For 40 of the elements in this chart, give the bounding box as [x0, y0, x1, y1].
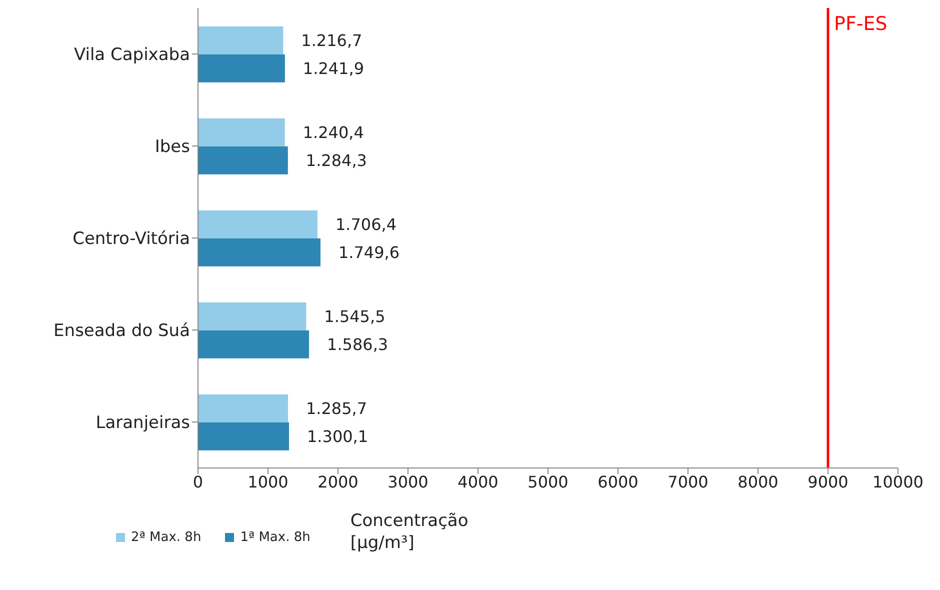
- x-tick-label: 4000: [458, 472, 498, 492]
- data-label: 1.586,3: [327, 334, 388, 354]
- data-label: 1.706,4: [335, 214, 397, 234]
- bar: [198, 146, 288, 174]
- y-tick-label: Laranjeiras: [96, 413, 190, 434]
- bar: [198, 118, 285, 146]
- data-label: 1.749,6: [338, 242, 400, 262]
- data-label: 1.240,4: [302, 122, 364, 142]
- data-label: 1.300,1: [307, 426, 368, 446]
- bar: [198, 238, 320, 266]
- x-tick-label: 7000: [668, 472, 708, 492]
- data-label: 1.241,9: [302, 58, 364, 78]
- x-tick-label: 10000: [872, 472, 924, 492]
- legend-label: 1ª Max. 8h: [240, 530, 310, 545]
- bar: [198, 302, 306, 330]
- data-label: 1.284,3: [306, 150, 367, 170]
- x-tick-label: 6000: [598, 472, 638, 492]
- x-tick-label: 2000: [318, 472, 358, 492]
- y-tick-label: Centro-Vitória: [72, 229, 190, 250]
- x-tick-label: 8000: [738, 472, 778, 492]
- bar: [198, 394, 288, 422]
- data-label: 1.285,7: [306, 398, 368, 418]
- legend-label: 2ª Max. 8h: [131, 530, 202, 545]
- data-label: 1.545,5: [324, 306, 386, 326]
- y-tick-label: Vila Capixaba: [74, 45, 190, 66]
- y-tick-label: Enseada do Suá: [54, 321, 190, 342]
- bar: [198, 210, 318, 238]
- bar: [198, 422, 290, 450]
- data-label: 1.216,7: [301, 30, 362, 50]
- ref-line-label: PF-ES: [834, 13, 888, 35]
- bar: [198, 54, 285, 82]
- x-tick-label: 3000: [388, 472, 428, 492]
- x-tick-label: 0: [192, 472, 204, 492]
- x-tick-label: 5000: [528, 472, 568, 492]
- x-axis-title: Concentração [µg/m³]: [350, 510, 470, 554]
- bar: [198, 26, 284, 54]
- y-tick-label: Ibes: [154, 137, 190, 158]
- x-tick-label: 9000: [808, 472, 848, 492]
- x-tick-label: 1000: [248, 472, 288, 492]
- bar: [198, 330, 310, 358]
